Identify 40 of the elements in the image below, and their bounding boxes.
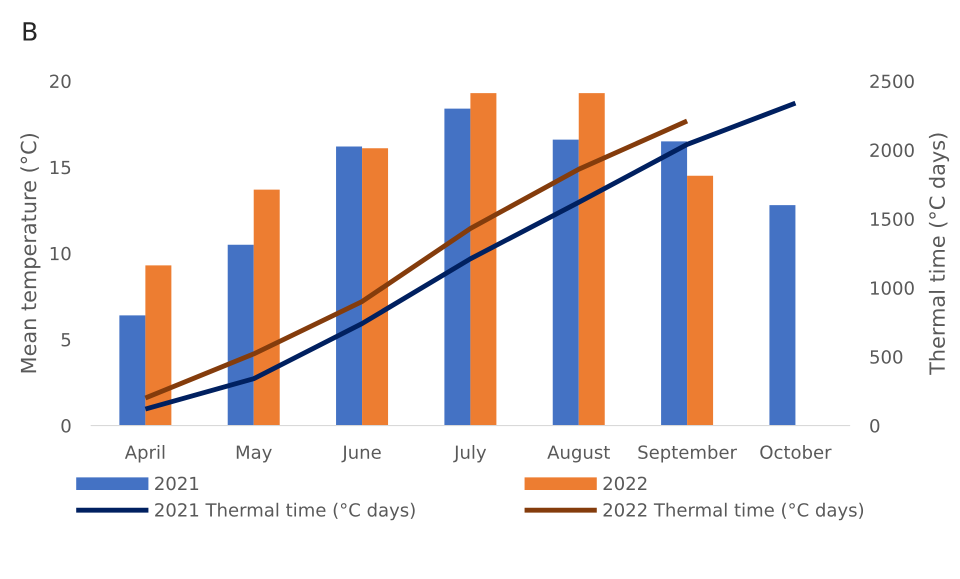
y2-tick-label: 0 [870,419,880,433]
y2-axis-title: Thermal time (°C days) [928,134,950,375]
y-tick-label: 10 [50,246,71,260]
bar [552,140,579,426]
bar [362,148,388,426]
bar [336,146,362,426]
bar [470,93,496,426]
bar [769,205,796,426]
bar [444,108,470,426]
x-tick-label: July [453,445,486,462]
x-tick-label: April [124,445,164,462]
bar [661,141,688,426]
bar [687,176,714,426]
legend-label: 2022 Thermal time (°C days) [604,502,864,520]
y2-tick-label: 1500 [871,212,914,226]
line-series [142,100,798,412]
legend-label: 2021 [155,476,198,490]
y-axis-title: Mean temperature (°C) [20,134,40,372]
x-tick-label: May [236,446,272,462]
x-tick-label: October [760,445,832,459]
bar [254,190,280,426]
y2-tick-label: 1000 [871,281,914,295]
bar [228,244,254,426]
y-tick-label: 20 [50,74,71,88]
x-tick-label: September [638,445,737,462]
x-tick-label: August [547,446,610,462]
legend-label: 2022 [604,476,646,490]
x-tick-label: June [341,446,381,462]
y2-tick-label: 2000 [870,143,914,158]
chart-title: B [24,22,37,41]
bar [578,93,605,426]
y2-tick-label: 500 [870,350,902,364]
y-tick-label: 0 [61,419,71,433]
y2-tick-label: 2500 [870,74,914,88]
line-series [142,118,690,400]
bar [119,315,146,426]
y-tick-label: 15 [50,160,70,174]
y-tick-label: 5 [62,333,70,347]
bar [145,265,172,426]
legend-label: 2021 Thermal time (°C days) [155,502,415,520]
